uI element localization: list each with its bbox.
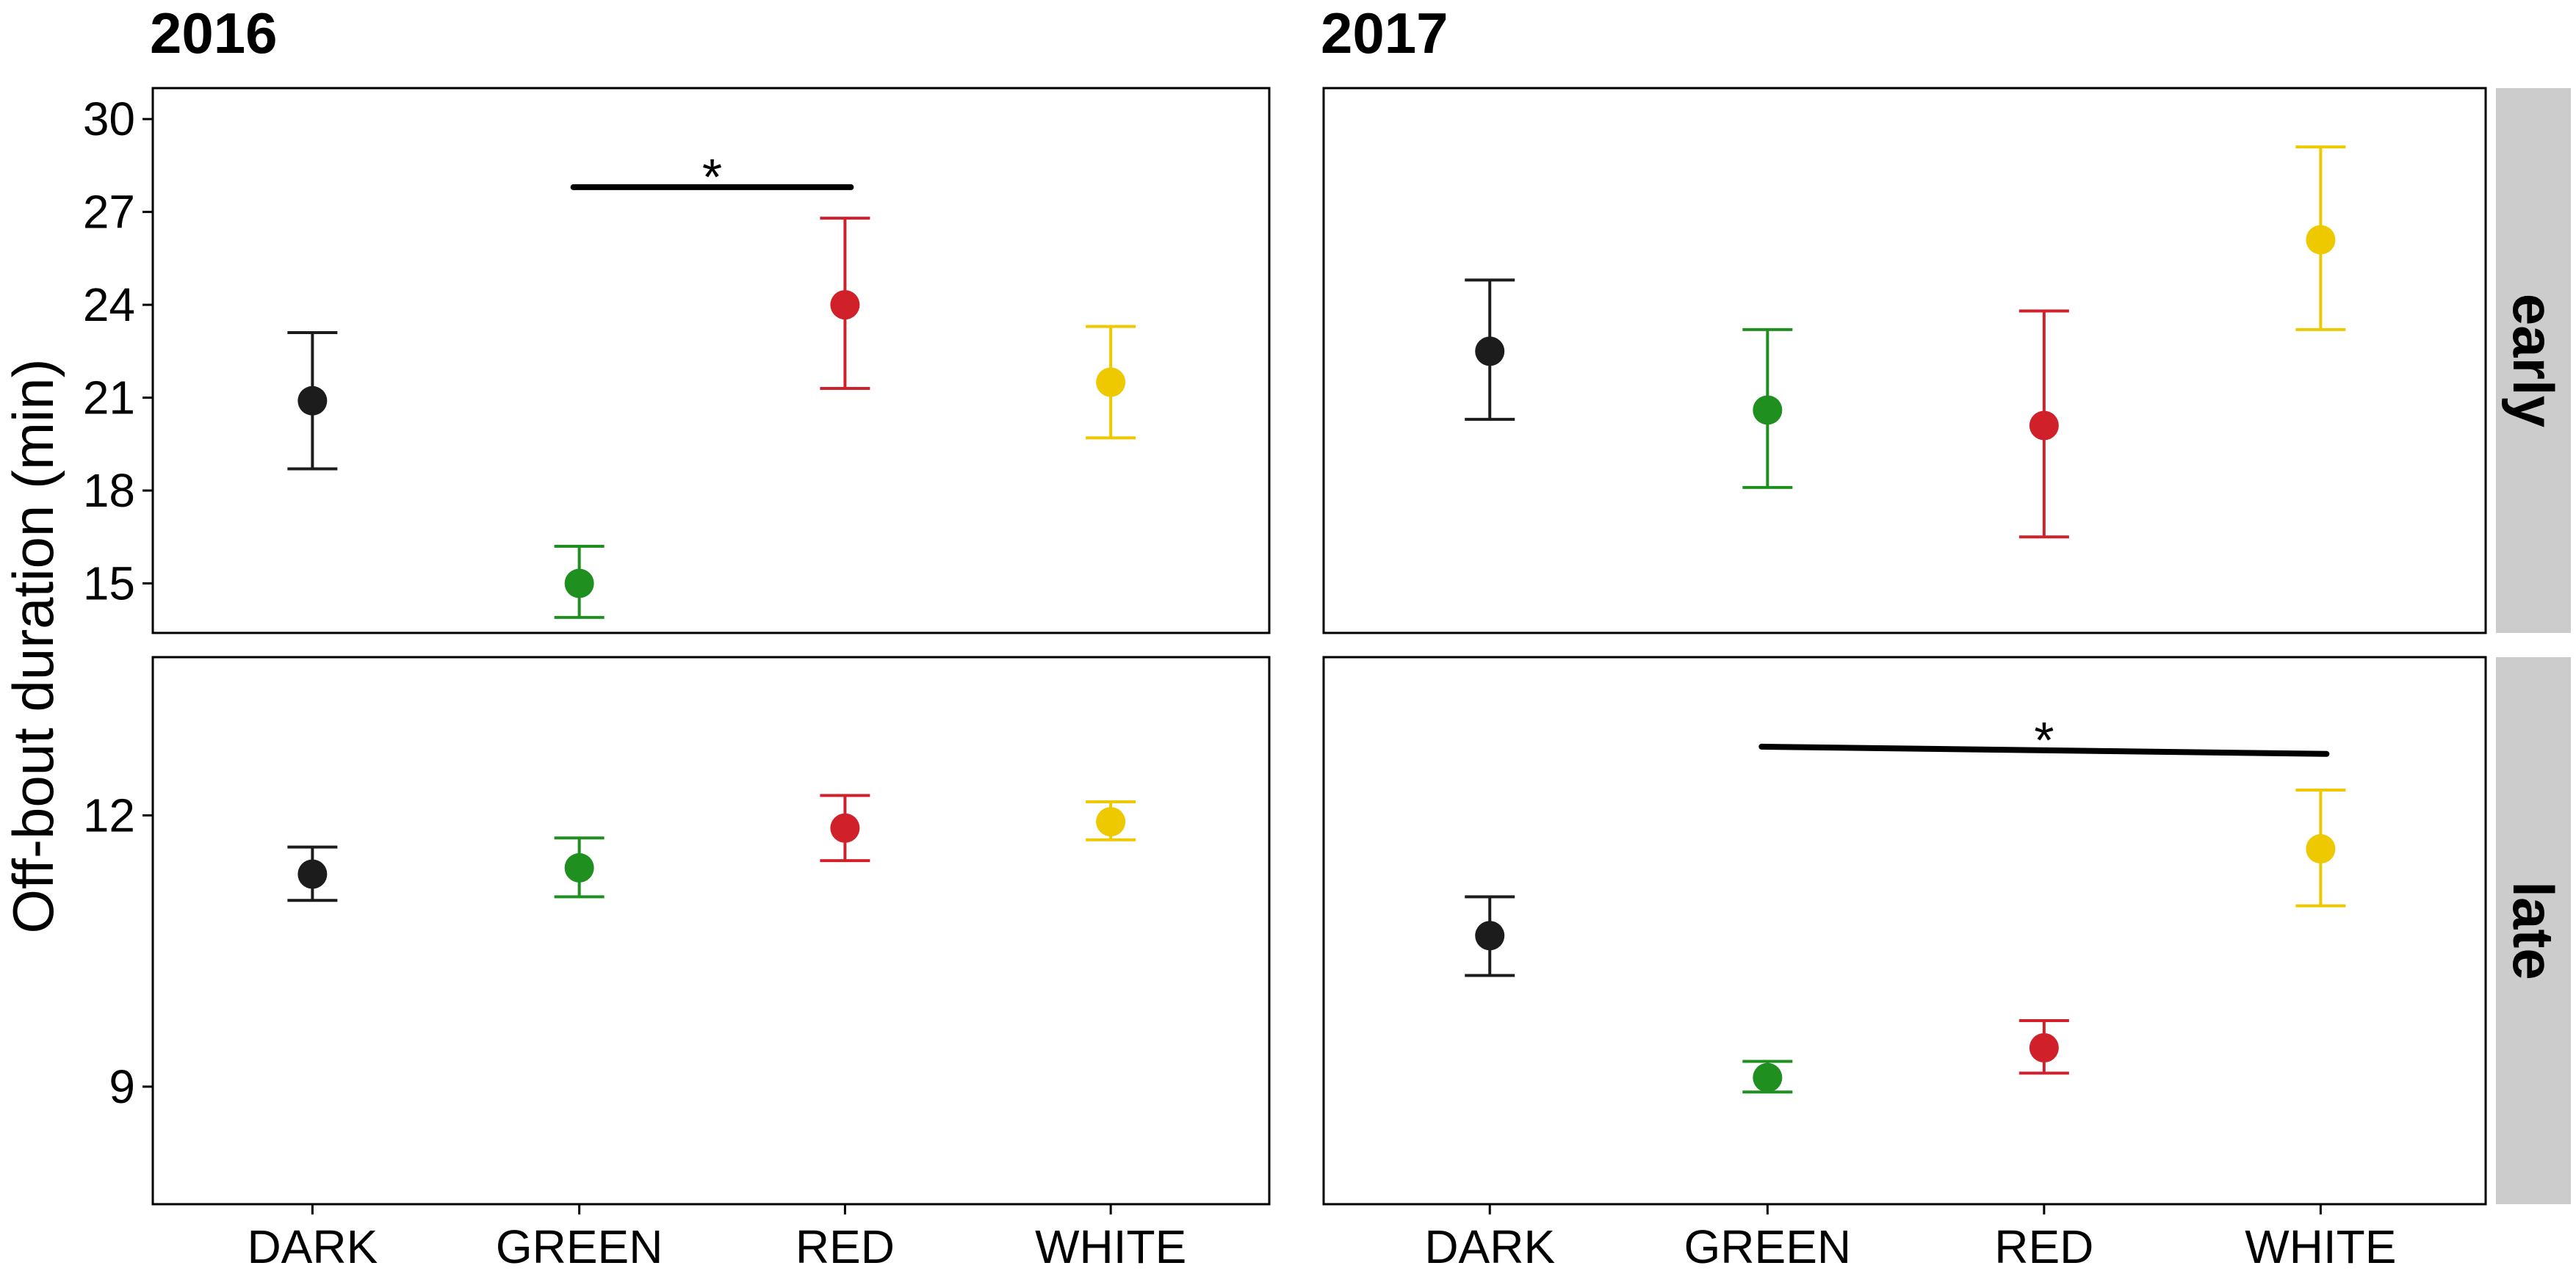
mean-point <box>1475 336 1505 366</box>
x-tick-label-2017-RED: RED <box>1994 1220 2093 1271</box>
mean-point <box>297 859 328 889</box>
x-tick-label-2017-GREEN: GREEN <box>1684 1220 1852 1271</box>
mean-point <box>1753 1062 1783 1093</box>
strip-late <box>2496 657 2571 1204</box>
panel-2017-early <box>1322 87 2487 634</box>
point-2017-late-green <box>1742 1060 1793 1094</box>
y-tick-label-early-21: 21 <box>83 372 135 424</box>
mean-point <box>564 852 594 883</box>
strip-label-late: late <box>2501 881 2566 979</box>
significance-star: * <box>702 148 722 206</box>
mean-point <box>830 290 860 320</box>
mean-point <box>2029 1032 2059 1062</box>
point-2017-late-white <box>2295 789 2346 908</box>
y-tick-label-early-15: 15 <box>83 557 135 610</box>
y-tick-label-early-24: 24 <box>83 278 135 331</box>
panel-2017-late <box>1322 656 2487 1206</box>
point-2016-early-white <box>1086 325 1136 440</box>
point-2016-late-dark <box>287 845 338 902</box>
point-2017-early-white <box>2295 145 2346 331</box>
panel-layer <box>151 87 2487 1206</box>
significance-2017-late: * <box>1758 711 2330 769</box>
point-2017-early-red <box>2018 309 2069 539</box>
mean-point <box>564 568 594 598</box>
mean-point <box>2306 834 2336 864</box>
y-tick-label-late-12: 12 <box>83 789 135 841</box>
strip-early <box>2496 88 2571 633</box>
strip-layer: early late <box>2496 88 2571 1204</box>
y-tick-label-early-27: 27 <box>83 186 135 239</box>
point-2017-late-red <box>2018 1019 2069 1075</box>
point-2016-early-red <box>820 217 870 390</box>
x-tick-label-2016-WHITE: WHITE <box>1035 1220 1186 1271</box>
mean-point <box>830 813 860 843</box>
mean-point <box>1096 367 1126 397</box>
y-axis-title: Off-bout duration (min) <box>1 358 65 933</box>
mean-point <box>1096 807 1126 837</box>
column-title-2016: 2016 <box>150 1 278 65</box>
mean-point <box>2306 225 2336 255</box>
significance-star: * <box>2034 711 2054 769</box>
mean-point <box>1475 921 1505 951</box>
mean-point <box>297 385 328 416</box>
x-tick-label-2016-RED: RED <box>795 1220 895 1271</box>
point-2016-late-red <box>820 794 870 863</box>
y-tick-label-early-18: 18 <box>83 464 135 517</box>
x-tick-label-2017-WHITE: WHITE <box>2245 1220 2396 1271</box>
column-title-2017: 2017 <box>1321 1 1448 65</box>
x-tick-label-2016-DARK: DARK <box>247 1220 378 1271</box>
x-tick-label-2017-DARK: DARK <box>1424 1220 1555 1271</box>
point-2017-late-dark <box>1465 895 1515 977</box>
point-2017-early-green <box>1742 327 1793 489</box>
point-2016-late-green <box>554 836 605 899</box>
strip-label-early: early <box>2501 294 2566 427</box>
y-tick-label-late-9: 9 <box>109 1060 135 1113</box>
mean-point <box>2029 410 2059 441</box>
panel-2016-late <box>151 656 1271 1206</box>
mean-point <box>1753 395 1783 425</box>
panel-2016-early <box>151 87 1271 634</box>
marks-layer: ** <box>287 145 2346 1094</box>
point-2016-early-green <box>554 544 605 619</box>
axis-layer: 15 18 21 24 27 30 9 12 DARK GREEN RED WHITE DARK GREE… <box>83 93 2397 1271</box>
point-2017-early-dark <box>1465 278 1515 421</box>
point-2016-late-white <box>1086 800 1136 841</box>
x-tick-label-2016-GREEN: GREEN <box>496 1220 663 1271</box>
point-2016-early-dark <box>287 331 338 471</box>
y-tick-label-early-30: 30 <box>83 93 135 145</box>
significance-2016-early: * <box>570 148 854 206</box>
significance-bar <box>1758 743 2330 757</box>
